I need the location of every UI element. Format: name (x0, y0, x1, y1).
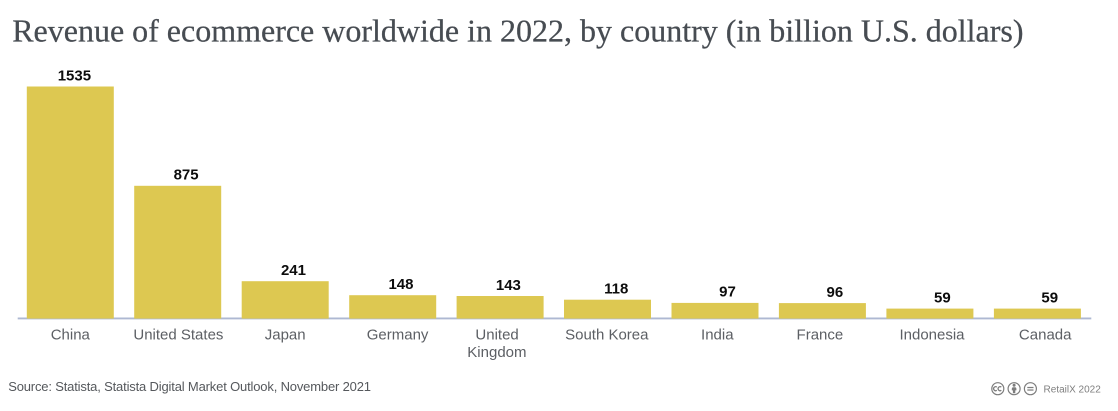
svg-text:India: India (701, 326, 734, 343)
svg-text:59: 59 (934, 289, 951, 306)
svg-text:China: China (51, 326, 91, 343)
svg-text:Source: Statista, Statista Dig: Source: Statista, Statista Digital Marke… (8, 379, 371, 394)
svg-text:143: 143 (496, 277, 521, 294)
svg-text:Japan: Japan (265, 326, 306, 343)
svg-text:96: 96 (827, 284, 844, 301)
svg-text:Germany: Germany (367, 326, 429, 343)
svg-text:United: United (475, 326, 518, 343)
svg-text:France: France (797, 326, 844, 343)
svg-text:RetailX 2022: RetailX 2022 (1044, 384, 1102, 395)
svg-text:Kingdom: Kingdom (467, 344, 526, 361)
svg-text:Canada: Canada (1019, 326, 1072, 343)
svg-text:United States: United States (133, 326, 223, 343)
svg-text:1535: 1535 (58, 67, 91, 84)
svg-text:Indonesia: Indonesia (899, 326, 965, 343)
svg-text:59: 59 (1041, 289, 1058, 306)
svg-text:875: 875 (174, 167, 199, 184)
svg-text:241: 241 (281, 262, 306, 279)
svg-text:Revenue of ecommerce worldwide: Revenue of ecommerce worldwide in 2022, … (12, 12, 1023, 48)
svg-text:148: 148 (388, 276, 413, 293)
svg-text:South Korea: South Korea (565, 326, 649, 343)
svg-text:118: 118 (604, 281, 628, 298)
svg-text:97: 97 (719, 284, 736, 301)
